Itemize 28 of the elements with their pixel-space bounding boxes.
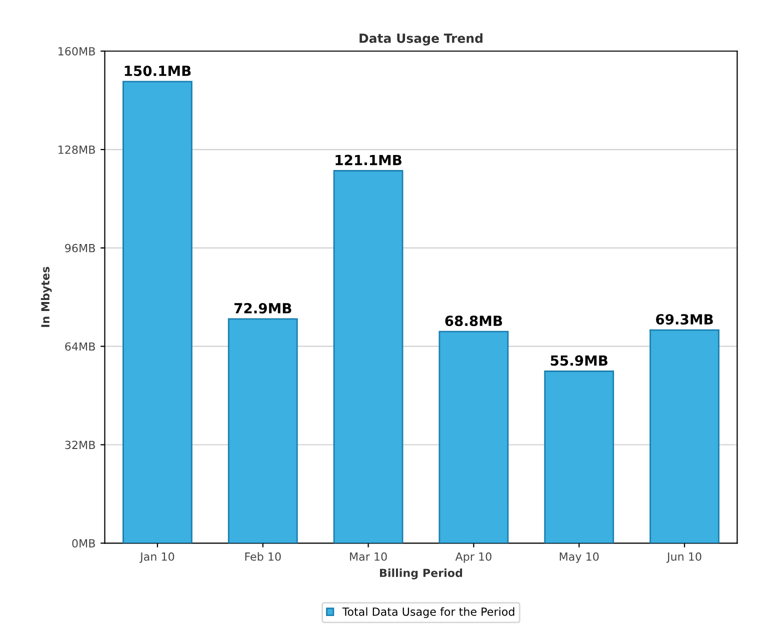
x-tick-label: Jan 10 [139, 552, 174, 563]
data-label: 68.8MB [445, 316, 502, 326]
chart-title: Data Usage Trend [360, 33, 482, 46]
data-label: 69.3MB [656, 314, 713, 325]
y-tick-label: 64MB [65, 342, 95, 351]
y-tick-label: 32MB [65, 440, 95, 450]
x-tick-label: Jun 10 [666, 552, 702, 563]
data-label: 121.1MB [336, 154, 402, 166]
bar [438, 330, 509, 544]
x-tick-label: May 10 [560, 552, 599, 563]
y-tick-label: 160MB [58, 47, 95, 56]
bar [650, 329, 720, 544]
x-axis-title: Billing Period [380, 568, 462, 580]
data-label: 72.9MB [234, 302, 292, 314]
y-tick-label: 96MB [65, 244, 95, 252]
x-tick-label: Feb 10 [245, 552, 281, 561]
bar [228, 318, 298, 544]
y-tick-label: 128MB [58, 146, 95, 154]
data-label: 55.9MB [550, 355, 608, 366]
bar [333, 170, 404, 544]
y-axis-title: In Mbytes [40, 266, 52, 327]
x-tick-label: Mar 10 [350, 552, 387, 561]
data-label: 150.1MB [124, 66, 191, 76]
legend-label: Total Data Usage for the Period [342, 607, 514, 618]
bar [544, 370, 614, 544]
x-tick-label: Apr 10 [455, 552, 492, 563]
bar [122, 80, 192, 544]
y-tick-label: 0MB [72, 539, 95, 548]
